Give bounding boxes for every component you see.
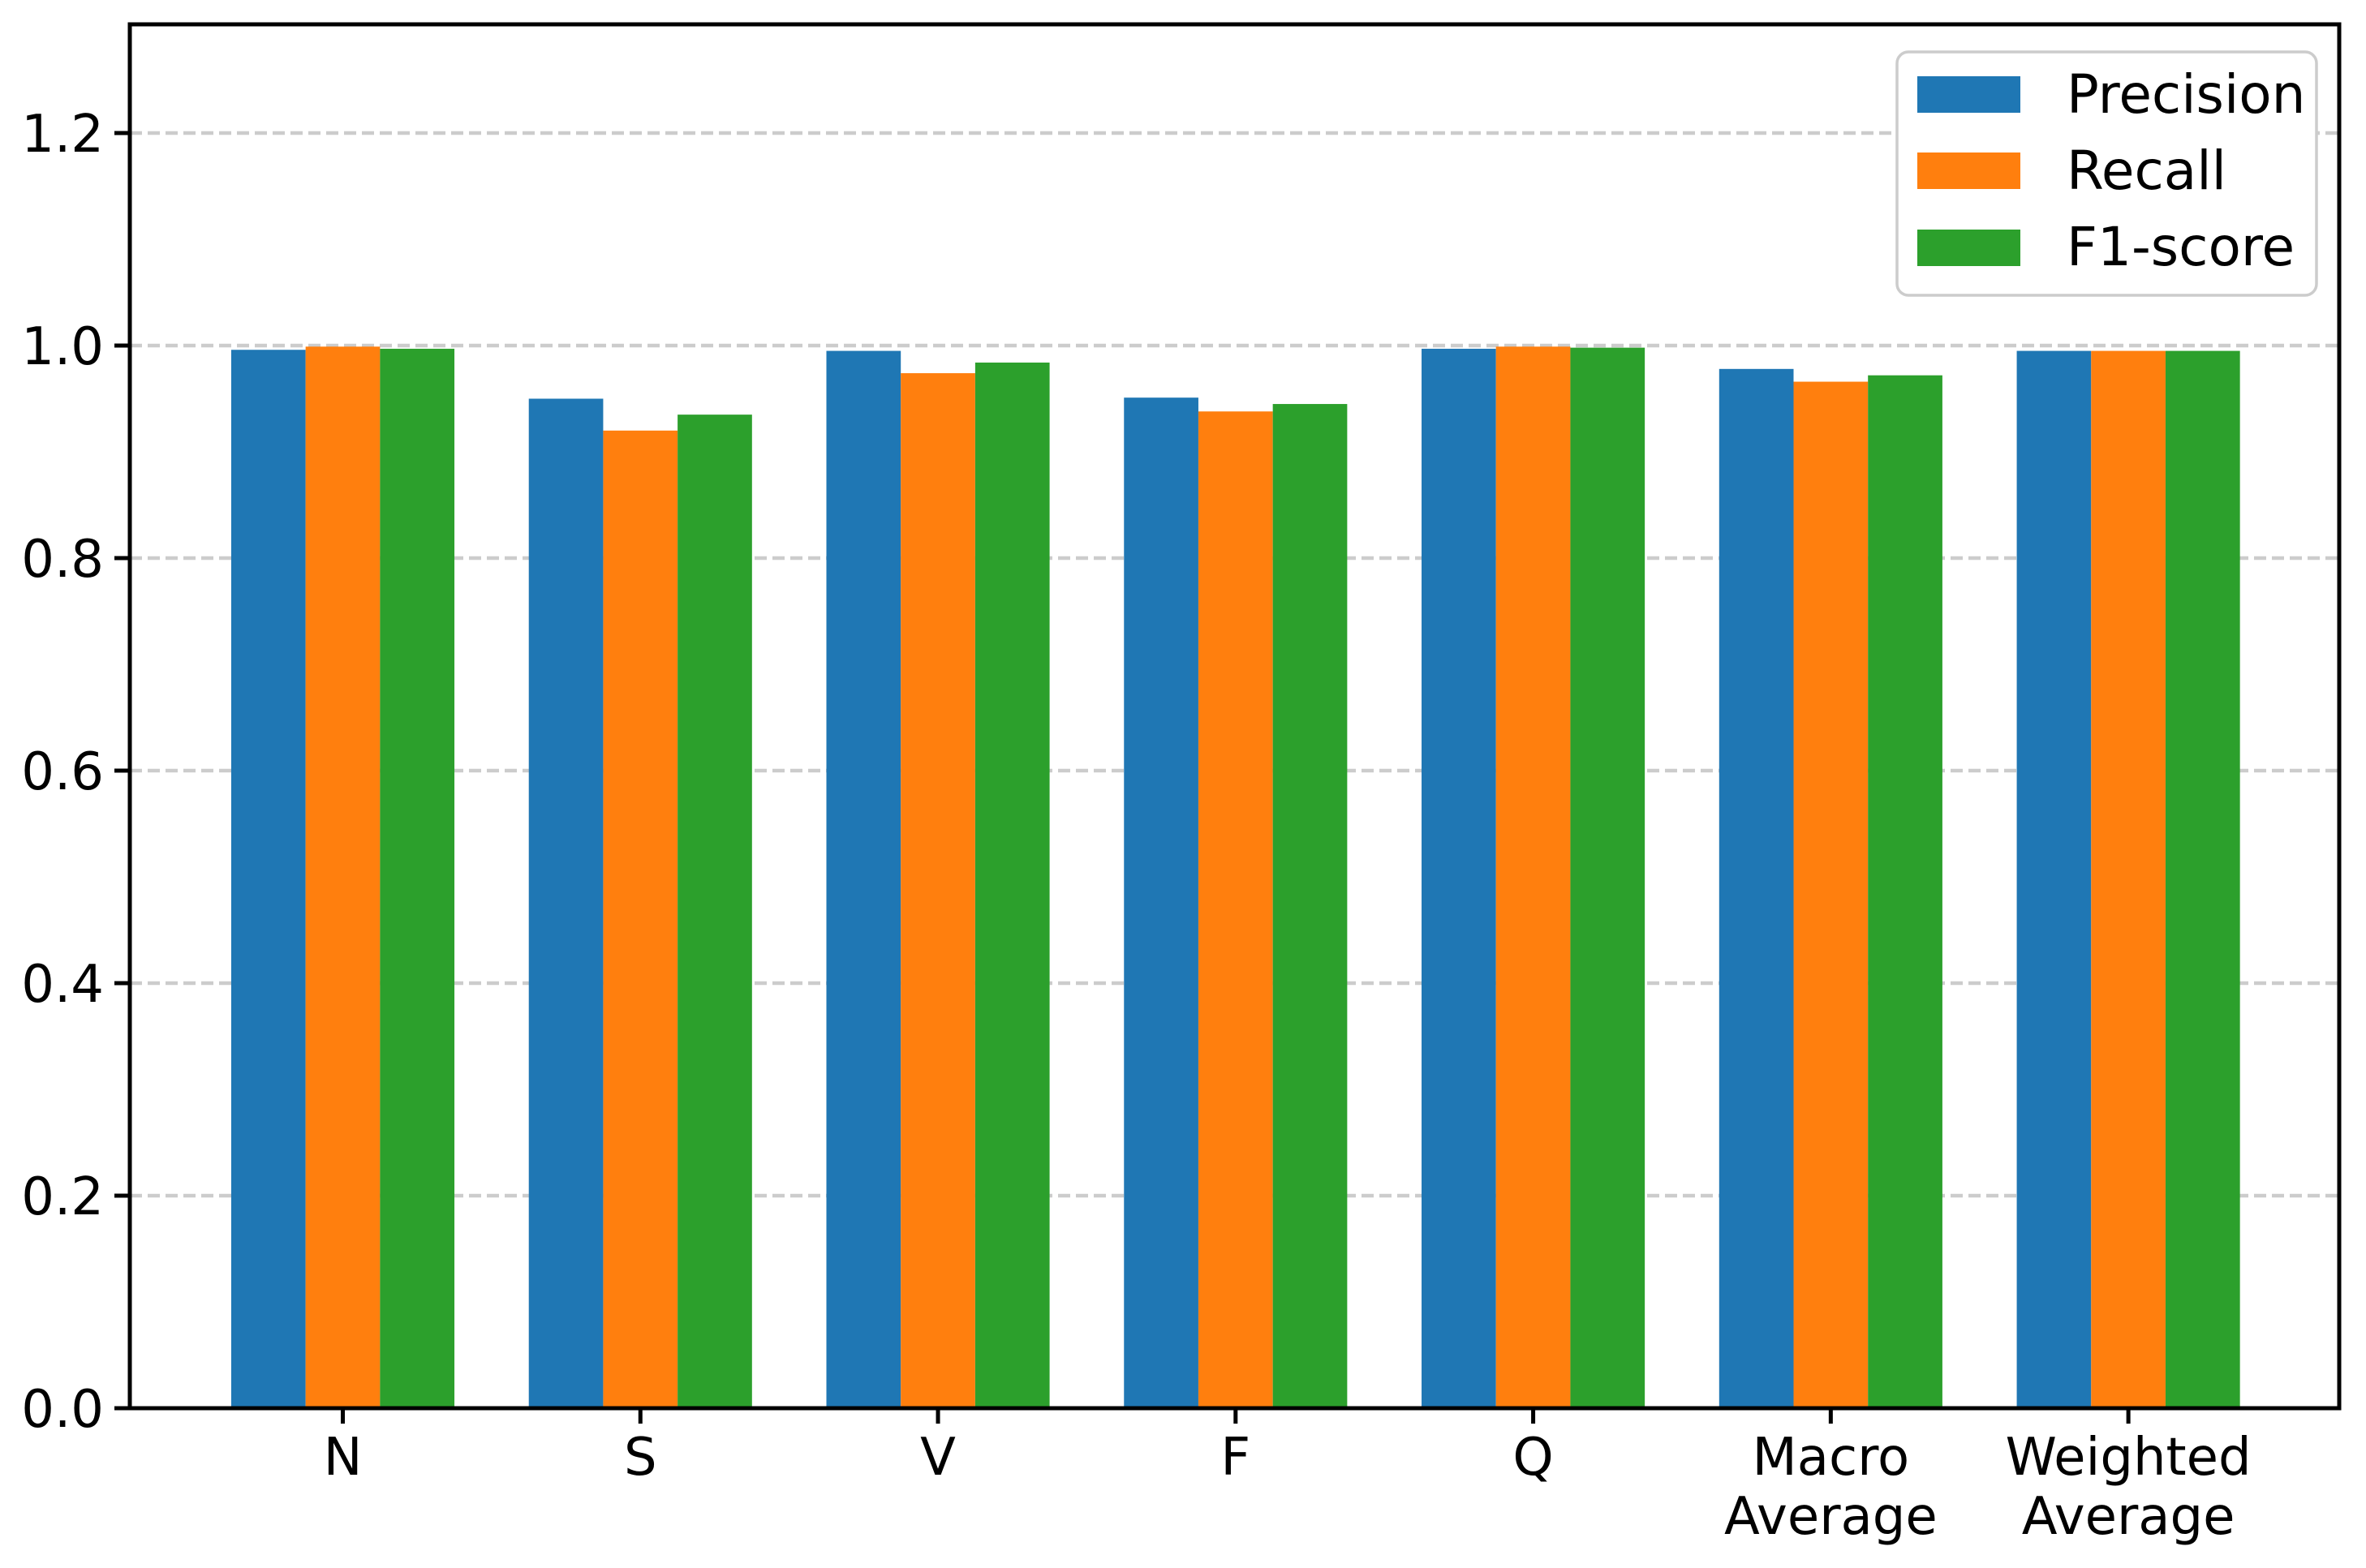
bar-recall-s — [603, 430, 678, 1408]
bars — [230, 346, 2240, 1409]
x-tick-label-f: F — [1220, 1428, 1250, 1488]
y-tick-label-0.2: 0.2 — [21, 1167, 104, 1227]
legend-swatch-recall — [1917, 153, 2020, 189]
legend-swatch-f1-score — [1917, 230, 2020, 266]
x-tick-label-v: V — [920, 1428, 956, 1488]
legend-label-recall: Recall — [2067, 140, 2226, 202]
bar-precision-n — [230, 350, 306, 1408]
bar-precision-weighted-average — [2016, 350, 2092, 1408]
y-tick-label-1.2: 1.2 — [21, 105, 104, 165]
bar-recall-weighted-average — [2091, 350, 2166, 1408]
bar-f1-score-n — [380, 348, 455, 1409]
x-tick-label-macro-average: Macro Average — [1724, 1428, 1938, 1547]
x-axis: N S V F Q Macro Average Weighted Average — [324, 1408, 2252, 1547]
x-tick-label-weighted-average: Weighted Average — [2006, 1428, 2252, 1547]
bar-f1-score-s — [678, 415, 752, 1408]
y-tick-label-0.0: 0.0 — [21, 1380, 104, 1440]
bar-precision-q — [1422, 348, 1496, 1409]
y-tick-label-0.8: 0.8 — [21, 530, 104, 590]
bar-precision-f — [1124, 397, 1198, 1409]
bar-f1-score-q — [1570, 347, 1645, 1408]
x-tick-label-q: Q — [1512, 1428, 1553, 1488]
bar-precision-v — [826, 350, 901, 1408]
x-tick-label-s: S — [624, 1428, 657, 1488]
bar-recall-f — [1198, 411, 1273, 1409]
y-tick-label-0.4: 0.4 — [21, 955, 104, 1015]
y-tick-label-0.6: 0.6 — [21, 742, 104, 802]
y-axis: 0.0 0.2 0.4 0.6 0.8 1.0 1.2 — [21, 105, 130, 1440]
bar-recall-n — [305, 346, 381, 1408]
legend-label-precision: Precision — [2067, 63, 2306, 126]
y-tick-label-1.0: 1.0 — [21, 317, 104, 377]
bar-f1-score-v — [974, 362, 1050, 1409]
gridlines — [130, 131, 2339, 1198]
bar-precision-macro-average — [1719, 368, 1794, 1408]
x-tick-label-n: N — [324, 1428, 363, 1488]
legend-swatch-precision — [1917, 76, 2020, 113]
bar-f1-score-macro-average — [1868, 375, 1942, 1409]
legend-label-f1-score: F1-score — [2067, 216, 2295, 278]
legend: Precision Recall F1-score — [1895, 50, 2318, 297]
bar-recall-v — [901, 373, 975, 1408]
bar-recall-q — [1495, 346, 1571, 1408]
bar-f1-score-weighted-average — [2165, 350, 2240, 1408]
bar-precision-s — [528, 398, 604, 1408]
bar-f1-score-f — [1272, 404, 1348, 1408]
bar-recall-macro-average — [1793, 381, 1869, 1408]
